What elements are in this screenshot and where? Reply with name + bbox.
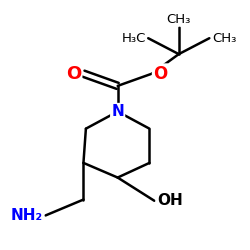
Text: N: N: [111, 104, 124, 119]
Text: O: O: [153, 65, 167, 83]
Text: CH₃: CH₃: [212, 32, 236, 45]
Text: OH: OH: [157, 193, 182, 208]
Text: NH₂: NH₂: [11, 208, 43, 223]
Text: O: O: [66, 65, 81, 83]
Text: CH₃: CH₃: [166, 13, 191, 26]
Text: H₃C: H₃C: [122, 32, 146, 45]
